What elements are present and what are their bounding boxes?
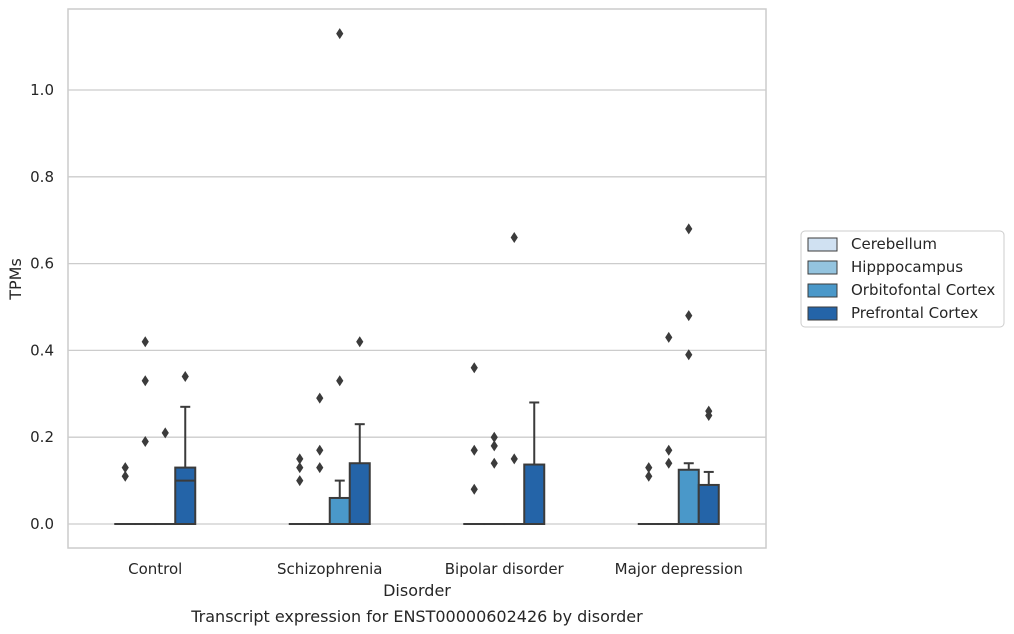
legend-label: Orbitofontal Cortex [851,281,995,299]
outlier-point [356,336,364,348]
x-tick-label: Schizophrenia [277,560,382,578]
legend-item: Cerebellum [807,235,937,253]
legend-item: Orbitofontal Cortex [807,281,995,299]
outlier-point [490,457,498,469]
outlier-point [665,457,673,469]
outlier-point [490,431,498,443]
y-tick-label: 1.0 [30,81,54,99]
chart-title: Transcript expression for ENST0000060242… [190,607,643,626]
x-tick-label: Major depression [615,560,743,578]
y-tick-label: 0.6 [30,255,54,273]
legend-swatch [807,260,838,275]
box-orbitofontal-cortex [677,223,700,525]
legend: Cerebellum Hipppocampus Orbitofontal Corte… [800,230,1005,328]
box-body [523,463,546,525]
box-cerebellum [114,462,137,526]
box-body [174,466,197,525]
box-body [677,468,700,525]
gridlines [68,89,766,525]
outlier-point [470,362,478,374]
outlier-point [510,232,518,244]
x-tick-label: Bipolar disorder [445,560,565,578]
boxes [114,28,720,526]
outlier-point [141,336,149,348]
box-body [697,483,720,526]
box-cerebellum [463,362,486,526]
legend-swatch [807,306,838,321]
x-tick-label: Control [128,560,182,578]
outlier-point [705,405,713,417]
box-cerebellum [288,453,311,526]
plot-frame [67,8,767,549]
outlier-point [470,483,478,495]
box-cerebellum [637,462,660,526]
box-hipppocampus [483,431,506,526]
box-orbitofontal-cortex [503,232,526,526]
y-axis-label: TPMs [6,258,25,301]
x-tick-labels: Control Schizophrenia Bipolar disorder Majo… [128,560,743,578]
outlier-point [141,436,149,448]
box-body [328,496,351,525]
box-body [348,462,371,525]
legend-swatch [807,237,838,252]
outlier-point [685,223,693,235]
box-prefrontal-cortex [697,405,720,526]
box-hipppocampus [134,336,157,526]
y-tick-label: 0.0 [30,515,54,533]
y-tick-labels: 0.0 0.2 0.4 0.6 0.8 1.0 [30,81,54,533]
legend-item: Hipppocampus [807,258,963,276]
outlier-point [296,462,304,474]
legend-label: Prefrontal Cortex [851,304,978,322]
outlier-point [336,375,344,387]
outlier-point [296,453,304,465]
box-prefrontal-cortex [523,401,546,525]
outlier-point [296,475,304,487]
x-axis-label: Disorder [383,581,451,600]
y-tick-label: 0.4 [30,341,54,359]
outlier-point [181,370,189,382]
y-tick-label: 0.8 [30,168,54,186]
outlier-point [645,470,653,482]
outlier-point [316,462,324,474]
legend-swatch [807,283,838,298]
legend-item: Prefrontal Cortex [807,304,978,322]
box-hipppocampus [308,392,331,526]
outlier-point [316,392,324,404]
outlier-point [510,453,518,465]
outlier-point [665,331,673,343]
outlier-point [490,440,498,452]
legend-frame [800,230,1005,328]
outlier-point [645,462,653,474]
legend-label: Cerebellum [851,235,937,253]
outlier-point [336,28,344,40]
outlier-point [141,375,149,387]
box-orbitofontal-cortex [154,427,177,526]
outlier-point [685,349,693,361]
outlier-point [161,427,169,439]
outlier-point [685,310,693,322]
outlier-point [121,470,129,482]
outlier-point [316,444,324,456]
outlier-point [665,444,673,456]
box-hipppocampus [657,331,680,526]
y-tick-label: 0.2 [30,428,54,446]
box-prefrontal-cortex [174,370,197,525]
box-prefrontal-cortex [348,336,371,525]
legend-label: Hipppocampus [851,258,963,276]
outlier-point [121,462,129,474]
outlier-point [470,444,478,456]
box-orbitofontal-cortex [328,28,351,525]
